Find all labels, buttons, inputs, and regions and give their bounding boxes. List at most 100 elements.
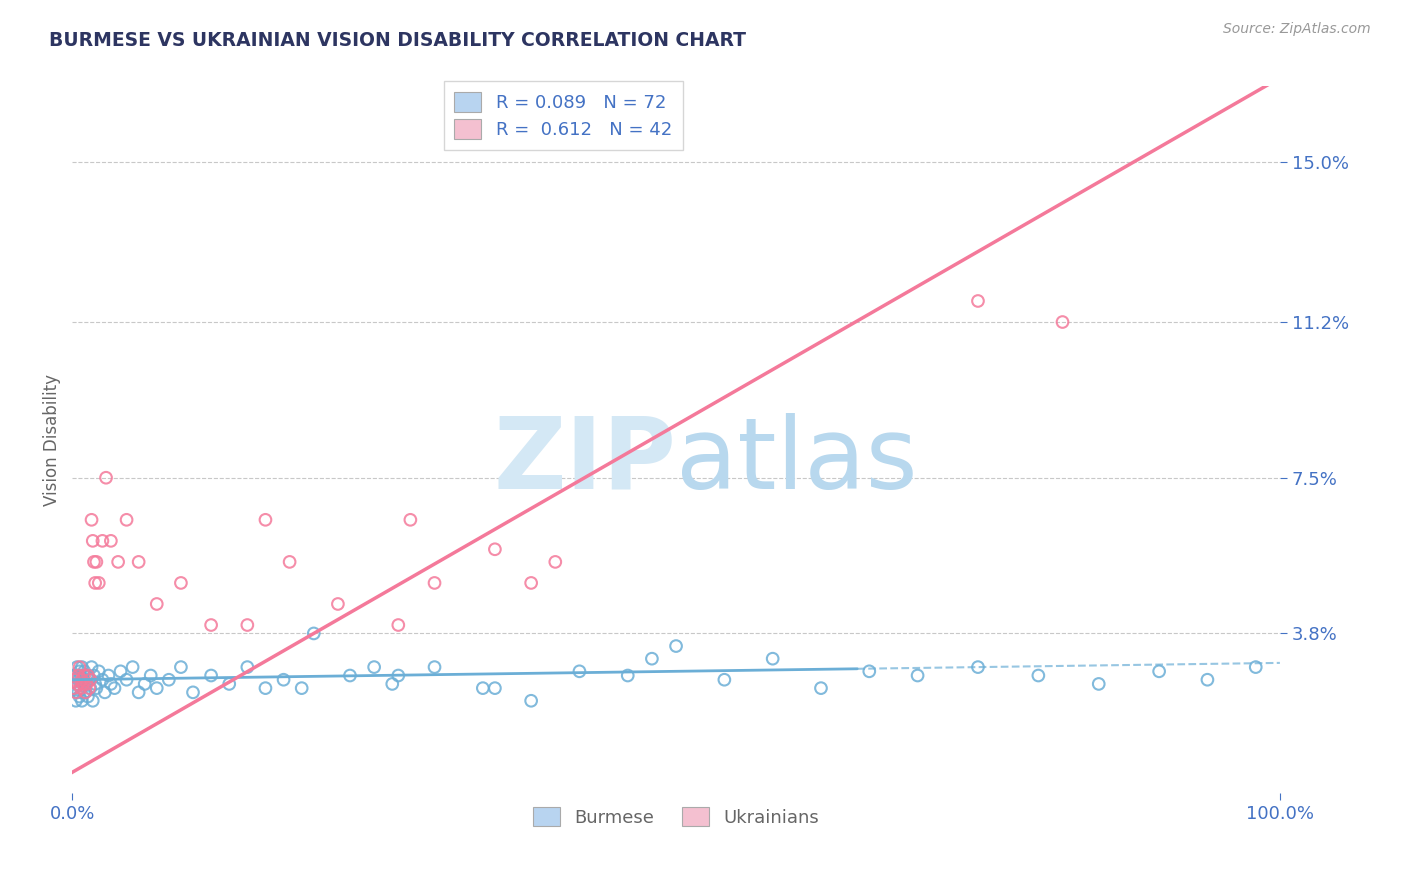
- Point: [94, 685, 117, 699]
- Point: [66, 677, 89, 691]
- Point: [103, 681, 125, 695]
- Point: [107, 555, 129, 569]
- Point: [67, 668, 90, 682]
- Point: [87, 665, 110, 679]
- Point: [145, 681, 167, 695]
- Point: [69, 665, 91, 679]
- Point: [115, 673, 138, 687]
- Point: [399, 513, 422, 527]
- Point: [70, 660, 93, 674]
- Point: [70, 694, 93, 708]
- Point: [63, 673, 86, 687]
- Point: [616, 668, 638, 682]
- Point: [62, 681, 84, 695]
- Y-axis label: Vision Disability: Vision Disability: [44, 374, 60, 506]
- Point: [134, 677, 156, 691]
- Text: ZIP: ZIP: [494, 413, 676, 509]
- Point: [423, 576, 446, 591]
- Point: [82, 694, 104, 708]
- Point: [63, 668, 86, 682]
- Point: [641, 651, 664, 665]
- Point: [967, 293, 990, 308]
- Point: [1147, 665, 1170, 679]
- Point: [339, 668, 361, 682]
- Point: [87, 576, 110, 591]
- Point: [121, 660, 143, 674]
- Point: [326, 597, 349, 611]
- Text: Source: ZipAtlas.com: Source: ZipAtlas.com: [1223, 22, 1371, 37]
- Point: [66, 677, 89, 691]
- Point: [858, 665, 880, 679]
- Point: [86, 681, 108, 695]
- Point: [665, 639, 688, 653]
- Point: [967, 660, 990, 674]
- Point: [76, 668, 98, 682]
- Point: [70, 673, 93, 687]
- Point: [236, 660, 259, 674]
- Point: [75, 685, 97, 699]
- Point: [65, 694, 87, 708]
- Point: [83, 668, 105, 682]
- Point: [387, 668, 409, 682]
- Point: [254, 681, 277, 695]
- Point: [423, 660, 446, 674]
- Point: [91, 673, 114, 687]
- Text: BURMESE VS UKRAINIAN VISION DISABILITY CORRELATION CHART: BURMESE VS UKRAINIAN VISION DISABILITY C…: [49, 31, 747, 50]
- Point: [181, 685, 204, 699]
- Point: [75, 677, 97, 691]
- Point: [713, 673, 735, 687]
- Point: [200, 618, 222, 632]
- Point: [69, 660, 91, 674]
- Point: [83, 555, 105, 569]
- Point: [62, 681, 84, 695]
- Point: [1244, 660, 1267, 674]
- Point: [69, 681, 91, 695]
- Point: [157, 673, 180, 687]
- Point: [387, 618, 409, 632]
- Point: [76, 677, 98, 691]
- Point: [568, 665, 591, 679]
- Point: [73, 668, 96, 682]
- Point: [291, 681, 314, 695]
- Point: [69, 681, 91, 695]
- Point: [471, 681, 494, 695]
- Point: [69, 668, 91, 682]
- Point: [200, 668, 222, 682]
- Point: [363, 660, 385, 674]
- Point: [139, 668, 162, 682]
- Point: [100, 677, 122, 691]
- Point: [170, 660, 193, 674]
- Point: [128, 555, 150, 569]
- Point: [91, 533, 114, 548]
- Point: [254, 513, 277, 527]
- Point: [520, 576, 543, 591]
- Point: [236, 618, 259, 632]
- Point: [79, 681, 101, 695]
- Point: [72, 673, 94, 687]
- Point: [66, 660, 89, 674]
- Point: [100, 533, 122, 548]
- Point: [128, 685, 150, 699]
- Legend: Burmese, Ukrainians: Burmese, Ukrainians: [526, 799, 827, 834]
- Text: atlas: atlas: [676, 413, 918, 509]
- Point: [84, 677, 107, 691]
- Point: [907, 668, 929, 682]
- Point: [77, 681, 100, 695]
- Point: [80, 660, 103, 674]
- Point: [80, 513, 103, 527]
- Point: [145, 597, 167, 611]
- Point: [77, 690, 100, 704]
- Point: [302, 626, 325, 640]
- Point: [73, 665, 96, 679]
- Point: [84, 576, 107, 591]
- Point: [79, 673, 101, 687]
- Point: [86, 555, 108, 569]
- Point: [82, 533, 104, 548]
- Point: [218, 677, 240, 691]
- Point: [1052, 315, 1074, 329]
- Point: [381, 677, 404, 691]
- Point: [73, 685, 96, 699]
- Point: [65, 685, 87, 699]
- Point: [544, 555, 567, 569]
- Point: [520, 694, 543, 708]
